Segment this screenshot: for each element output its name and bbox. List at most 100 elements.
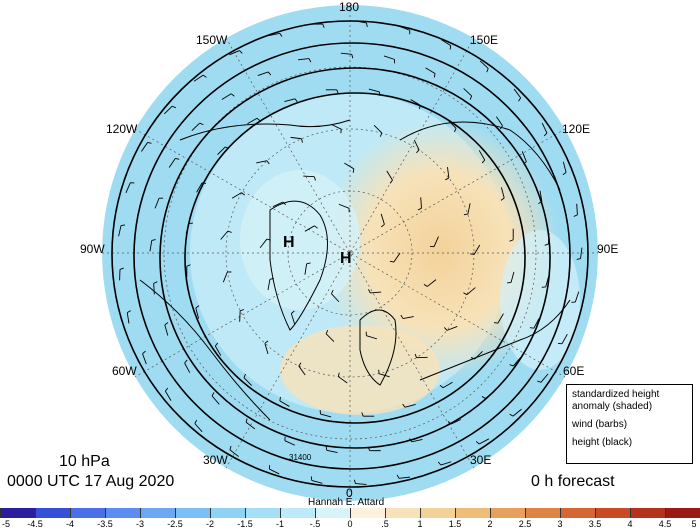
colorbar-swatch [210, 508, 245, 518]
wind-barb [320, 413, 332, 418]
lon-label-150w: 150W [196, 33, 228, 47]
wind-barb-flag [239, 50, 243, 54]
wind-barb [231, 192, 242, 199]
wind-barb [264, 343, 269, 354]
wind-barb [222, 271, 228, 283]
wind-barb-flag [509, 239, 514, 242]
wind-barb-flag [186, 264, 191, 267]
wind-barb-flag [175, 157, 180, 160]
wind-barb [125, 182, 131, 193]
colorbar-swatch [665, 508, 700, 518]
wind-barb-flag [227, 230, 232, 233]
colorbar-tick-label: -2.5 [167, 519, 183, 529]
wind-barb [191, 122, 201, 131]
wind-barb-flag [470, 253, 475, 255]
colorbar-swatch [70, 508, 105, 518]
colorbar-tick-label: 0 [347, 519, 353, 529]
wind-barb-flag [573, 214, 578, 217]
wind-barb-flag [301, 138, 303, 143]
wind-barb-flag [282, 201, 287, 206]
wind-barb-flag [199, 122, 204, 126]
wind-barb-flag [164, 322, 169, 326]
wind-barb-flag [202, 182, 207, 184]
colorbar-swatch [175, 508, 210, 518]
colorbar-swatch [420, 508, 455, 518]
wind-barb-flag [308, 58, 312, 63]
colorbar-swatch [315, 508, 350, 518]
wind-barb-flag [414, 353, 418, 358]
colorbar-swatch [525, 508, 560, 518]
wind-barb-flag [119, 267, 124, 270]
wind-barb-flag [518, 97, 522, 102]
wind-barb [576, 203, 578, 215]
wind-barb [214, 345, 222, 356]
wind-barb [497, 313, 504, 324]
wind-barb-flag [380, 224, 385, 228]
colorbar-tick-label: -3.5 [97, 519, 113, 529]
wind-barb-flag [400, 314, 404, 319]
wind-barb-flag [202, 74, 207, 78]
wind-barb-flag [437, 461, 442, 466]
colorbar-tick-label: 3 [557, 519, 563, 529]
wind-barb [245, 421, 256, 430]
colorbar-tick-label: -3 [135, 519, 145, 529]
wind-barb-flag [493, 322, 498, 324]
wind-barb [338, 203, 350, 209]
wind-barb [298, 365, 306, 376]
wind-barb [410, 99, 421, 106]
wind-barb-flag [500, 197, 505, 201]
colorbar: -5 -4.5 -4 -3.5 -3 -2.5 -2 -1.5 -1 -.5 0 .5 1 1.5 2 2.5… [0, 508, 700, 530]
wind-barb [195, 307, 200, 319]
wind-barb-flag [266, 160, 270, 165]
wind-barb-flag [322, 23, 325, 28]
wind-barb-flag [127, 310, 131, 314]
wind-barb-flag [230, 93, 235, 97]
wind-barb [402, 316, 414, 319]
coastlines [139, 119, 571, 421]
wind-barb-flag [225, 146, 230, 149]
wind-barb-flag [264, 340, 269, 344]
colorbar-swatch [105, 508, 140, 518]
height-contours [111, 20, 589, 488]
wind-barb-flag [433, 73, 436, 78]
wind-barb-flag [172, 105, 177, 109]
pressure-level: 10 hPa [59, 453, 110, 470]
wind-barb-flag [240, 309, 245, 312]
wind-barb-flag [367, 446, 371, 451]
wind-barb [256, 160, 268, 164]
wind-barb-flag [557, 342, 563, 345]
wind-barb-flag [499, 125, 503, 130]
wind-barb [284, 98, 296, 103]
wind-barb [393, 252, 401, 263]
colorbar-swatch [350, 508, 385, 518]
wind-barb-flag [306, 262, 311, 265]
wind-barb-flag [214, 342, 219, 347]
wind-barb-flag [481, 159, 486, 164]
wind-barb-flag [416, 149, 420, 154]
wind-barb-flag [509, 413, 514, 417]
colorbar-swatch [455, 508, 490, 518]
wind-barb [164, 105, 173, 115]
wind-barb [267, 279, 271, 291]
wind-barb-flag [294, 98, 298, 103]
lon-label-150e: 150E [470, 33, 499, 47]
wind-barbs [118, 20, 583, 485]
wind-barb [185, 223, 190, 235]
wind-barb [168, 158, 176, 168]
wind-barb [153, 283, 155, 295]
wind-barb-flag [402, 403, 406, 408]
lon-label-120e: 120E [562, 122, 591, 136]
lon-label-90w: 90W [80, 242, 105, 256]
wind-barb [340, 52, 352, 55]
wind-barb [450, 419, 462, 425]
wind-barb [404, 403, 416, 408]
wind-barb [463, 88, 472, 97]
wind-barb-flag [195, 305, 200, 309]
high-marker: H [340, 250, 352, 267]
wind-barb [413, 139, 420, 151]
colorbar-tick-label: .5 [381, 519, 389, 529]
wind-barb [479, 60, 489, 69]
wind-barb-flag [444, 327, 448, 331]
wind-barb [442, 381, 453, 389]
wind-barb [447, 166, 450, 178]
